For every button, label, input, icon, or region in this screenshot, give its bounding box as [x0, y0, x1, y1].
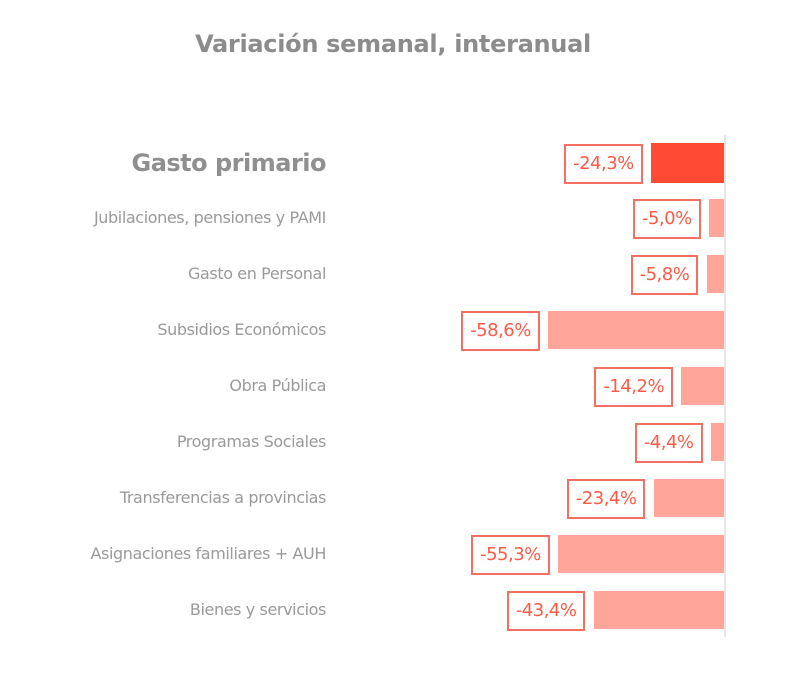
- bar: [651, 143, 724, 183]
- bar-row-jubilaciones: Jubilaciones, pensiones y PAMI -5,0%: [0, 190, 800, 246]
- category-label: Programas Sociales: [176, 432, 327, 451]
- bar: [681, 367, 724, 405]
- bar-row-asignaciones: Asignaciones familiares + AUH -55,3%: [0, 526, 800, 582]
- category-label: Gasto primario: [131, 149, 327, 177]
- value-label: -55,3%: [471, 535, 550, 575]
- category-label: Obra Pública: [229, 376, 326, 395]
- category-label: Jubilaciones, pensiones y PAMI: [93, 208, 326, 227]
- bar-row-subsidios: Subsidios Económicos -58,6%: [0, 302, 800, 358]
- value-label: -5,8%: [630, 255, 699, 295]
- category-label: Asignaciones familiares + AUH: [90, 544, 326, 563]
- value-label: -5,0%: [633, 199, 701, 239]
- zero-axis-line: [724, 135, 726, 637]
- bar: [548, 311, 724, 349]
- bar: [709, 199, 724, 237]
- bar: [653, 479, 724, 517]
- value-label: -23,4%: [566, 479, 646, 519]
- chart-title: Variación semanal, interanual: [195, 30, 591, 58]
- category-label: Transferencias a provincias: [119, 488, 327, 507]
- category-label: Gasto en Personal: [188, 264, 326, 283]
- bar: [558, 535, 724, 573]
- bar-row-transferencias: Transferencias a provincias -23,4%: [0, 470, 800, 526]
- bar: [593, 591, 724, 629]
- value-label: -43,4%: [506, 591, 586, 631]
- category-label: Bienes y servicios: [189, 600, 326, 619]
- bar: [706, 255, 724, 293]
- value-label: -4,4%: [634, 423, 703, 463]
- bar-row-gasto-personal: Gasto en Personal -5,8%: [0, 246, 800, 302]
- bar-row-bienes-servicios: Bienes y servicios -43,4%: [0, 582, 800, 638]
- value-label: -58,6%: [461, 311, 540, 351]
- bar-row-obra-publica: Obra Pública -14,2%: [0, 358, 800, 414]
- bar-row-gasto-primario: Gasto primario -24,3%: [0, 135, 800, 191]
- bar: [710, 423, 724, 461]
- value-label: -24,3%: [564, 144, 643, 184]
- category-label: Subsidios Económicos: [157, 320, 326, 339]
- value-label: -14,2%: [594, 367, 674, 407]
- bar-row-programas-sociales: Programas Sociales -4,4%: [0, 414, 800, 470]
